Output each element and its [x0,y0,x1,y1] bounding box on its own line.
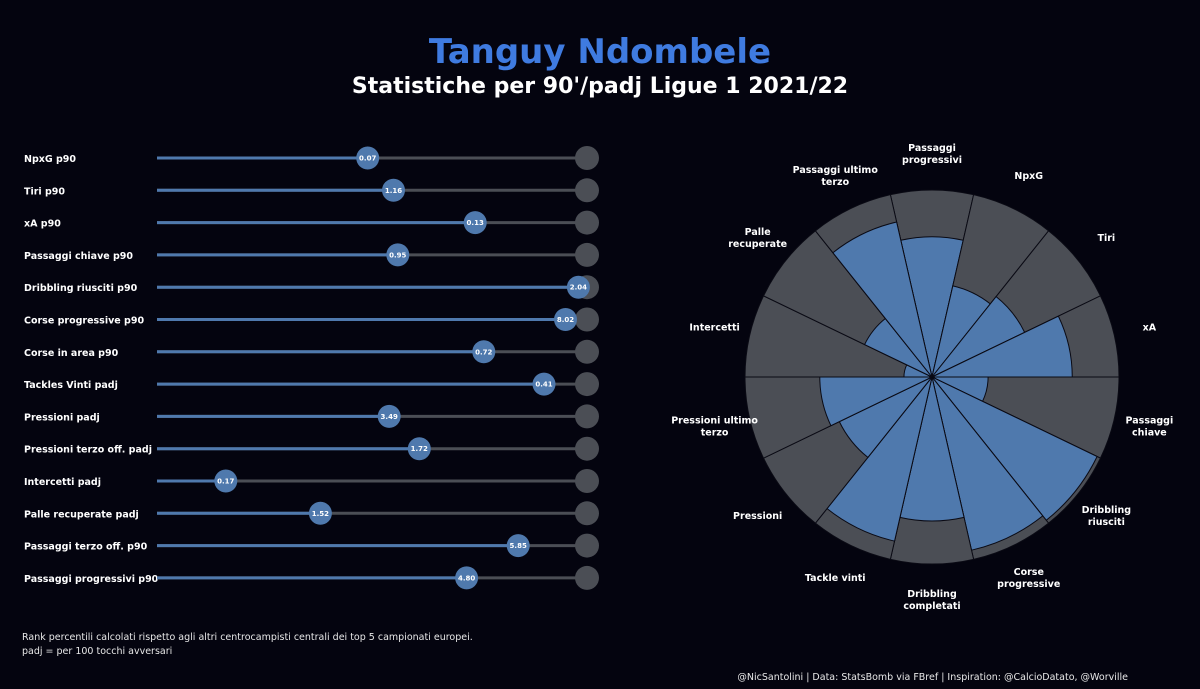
bar-label: xA p90 [24,219,61,230]
bar-value-marker [463,211,487,235]
bar-end-marker [575,404,599,429]
bar-value-marker [407,437,431,461]
bar-label: NpxG p90 [24,154,76,165]
bar-end-marker [575,146,599,170]
bar-label: Corse progressive p90 [24,316,144,327]
bar-value-label: 5.85 [510,542,527,550]
bar-value-label: 0.07 [359,155,376,163]
bar-value-marker [566,275,590,299]
bar-value-label: 4.80 [458,574,475,582]
footnote-percentile: Rank percentili calcolati rispetto agli … [22,632,473,643]
bar-value-label: 0.17 [217,478,234,486]
pizza-category-label: xA [1143,322,1157,333]
pizza-slice-value [832,221,933,378]
bar-end-marker [575,339,599,364]
bar-value-label: 0.41 [535,381,552,389]
pizza-category-label: Dribbling completati [903,589,960,612]
bar-value-label: 1.52 [312,510,329,518]
bar-value-marker [455,566,479,590]
pizza-category-label: Dribbling riusciti [1082,505,1132,528]
bar-value-marker [356,146,380,170]
bar-value-label: 0.72 [475,348,492,356]
bar-value-marker [506,534,530,558]
bar-end-marker [575,533,599,558]
bar-label: Palle recuperate padj [24,509,139,520]
bar-end-marker [575,178,599,203]
bar-label: Corse in area p90 [24,348,119,359]
bar-end-marker [575,372,599,397]
bar-label: Pressioni terzo off. padj [24,445,152,456]
bar-end-marker [575,469,599,493]
credits: @NicSantolini | Data: StatsBomb via FBre… [737,672,1128,683]
bar-value-label: 1.16 [385,187,402,195]
pizza-category-label: Corse progressive [997,567,1060,590]
bar-value-label: 2.04 [570,284,587,292]
bar-value-marker [386,243,410,267]
bar-end-marker [575,307,599,332]
chart-subtitle: Statistiche per 90'/padj Ligue 1 2021/22 [351,74,849,99]
bar-value-marker [308,501,332,525]
bar-label: Tiri p90 [24,186,65,197]
pizza-category-label: Pressioni [733,511,782,522]
bar-end-marker [575,501,599,526]
bar-value-label: 8.02 [557,316,574,324]
bar-value-marker [382,178,405,202]
pizza-category-label: Tackle vinti [805,573,866,584]
bar-value-label: 0.95 [389,251,406,259]
bar-value-label: 0.13 [467,219,484,227]
bar-value-marker [554,308,577,331]
bar-label: Passaggi terzo off. p90 [24,542,148,553]
pizza-category-label: Intercetti [689,322,739,333]
bar-end-marker [575,242,599,267]
pizza-category-label: Tiri [1098,233,1116,244]
bar-value-label: 1.72 [411,445,428,453]
pizza-category-label: Palle recuperate [728,227,787,250]
bar-label: Passaggi chiave p90 [24,251,133,262]
bar-end-marker [575,210,599,235]
bar-value-marker [214,469,238,493]
bar-label: Intercetti padj [24,477,101,488]
pizza-category-label: Passaggi chiave [1126,416,1174,439]
footnote-padj: padj = per 100 tocchi avversari [22,646,173,657]
pizza-category-label: Passaggi ultimo terzo [793,165,879,188]
bar-value-marker [472,340,496,364]
bar-value-label: 3.49 [381,413,398,421]
bar-label: Tackles Vinti padj [24,380,118,391]
pizza-category-label: Passaggi progressivi [902,143,962,166]
bar-value-marker [532,372,556,396]
bar-label: Dribbling riusciti p90 [24,283,138,294]
bar-label: Pressioni padj [24,412,100,423]
bar-end-marker [575,565,599,590]
pizza-category-label: NpxG [1014,171,1043,182]
chart-title: Tanguy Ndombele [428,32,772,72]
bar-value-marker [377,404,401,428]
pizza-category-label: Pressioni ultimo terzo [671,416,758,439]
bar-label: Passaggi progressivi p90 [24,574,159,585]
bar-end-marker [575,436,599,461]
